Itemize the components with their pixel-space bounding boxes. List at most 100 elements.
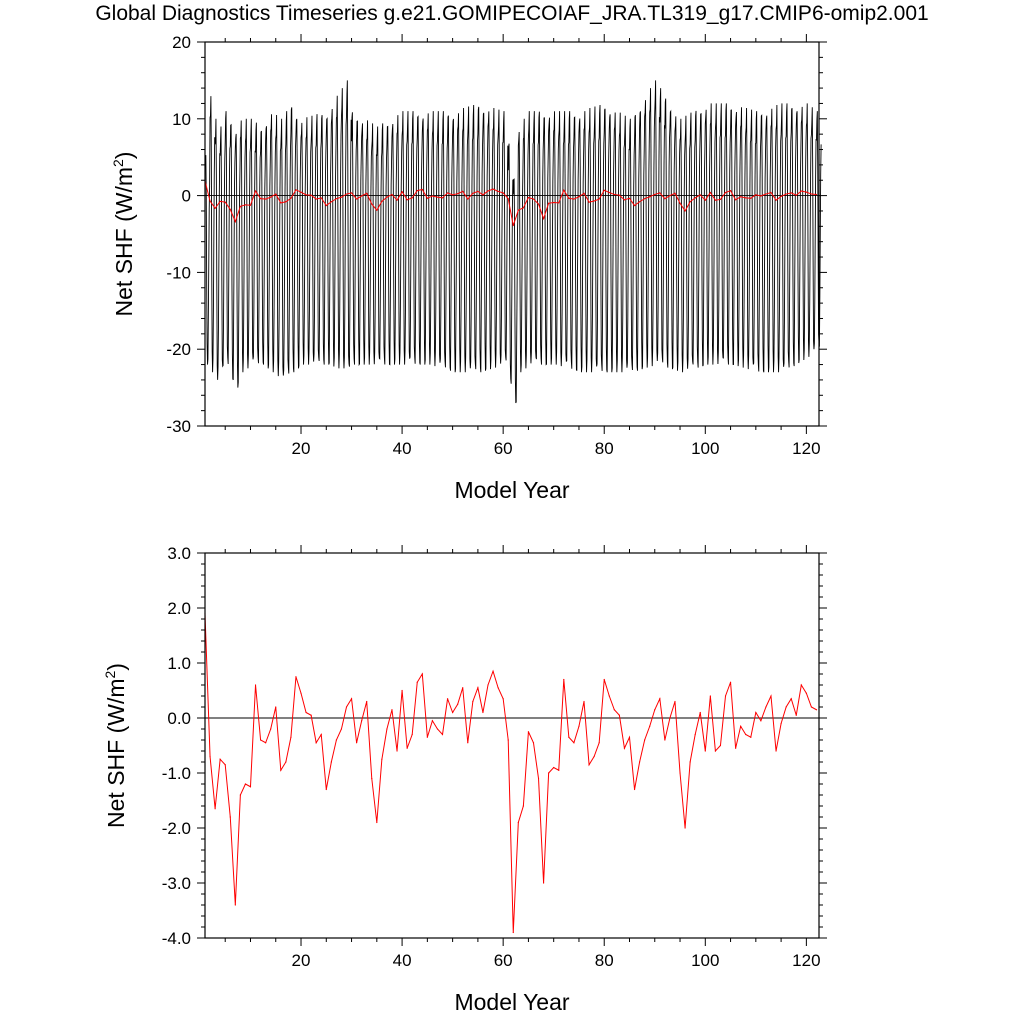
annual-mean-point xyxy=(674,700,676,703)
annual-mean-point xyxy=(270,728,272,730)
annual-mean-point xyxy=(295,676,297,678)
annual-mean-point xyxy=(568,197,570,199)
annual-mean-point xyxy=(457,703,459,705)
annual-mean-point xyxy=(775,750,777,752)
annual-mean-point xyxy=(593,200,595,202)
annual-mean-point xyxy=(532,742,535,744)
annual-mean-point xyxy=(209,755,211,758)
annual-mean-point xyxy=(219,200,221,202)
annual-mean-point xyxy=(356,198,358,200)
annual-mean-point xyxy=(805,692,807,694)
annual-mean-point xyxy=(548,772,550,774)
annual-mean-point xyxy=(755,711,757,714)
annual-mean-point xyxy=(477,687,479,689)
annual-mean-point xyxy=(431,195,434,197)
annual-mean-point xyxy=(209,200,211,202)
annual-mean-point xyxy=(608,191,610,194)
y-tick-label: -3.0 xyxy=(162,874,191,893)
annual-mean-point xyxy=(639,201,641,203)
y-axis-label-text: Net SHF (W/m xyxy=(103,678,129,828)
y-axis-label-end: ) xyxy=(103,663,129,671)
annual-mean-point xyxy=(259,739,262,741)
annual-mean-point xyxy=(285,201,287,203)
annual-mean-point xyxy=(714,750,717,752)
annual-mean-point xyxy=(401,191,403,193)
annual-mean-point xyxy=(335,198,337,200)
annual-mean-point xyxy=(755,194,757,196)
annual-mean-point xyxy=(361,720,363,722)
annual-mean-point xyxy=(315,198,317,200)
annual-mean-point xyxy=(537,203,540,205)
annual-mean-point xyxy=(512,931,514,934)
annual-mean-point xyxy=(704,750,706,752)
annual-mean-point xyxy=(472,700,474,703)
annual-mean-point xyxy=(401,689,403,692)
annual-mean-point xyxy=(300,692,302,694)
annual-mean-point xyxy=(239,794,241,796)
annual-mean-point xyxy=(740,725,742,727)
annual-mean-point xyxy=(719,198,722,201)
y-tick-label: 3.0 xyxy=(167,544,191,563)
annual-mean-point xyxy=(548,202,550,204)
x-tick-label: 20 xyxy=(292,439,311,458)
annual-mean-point xyxy=(259,198,262,200)
annual-mean-point xyxy=(416,190,418,192)
annual-mean-point xyxy=(492,188,494,190)
annual-mean-point xyxy=(689,201,691,203)
annual-mean-point xyxy=(588,201,590,203)
annual-mean-point xyxy=(704,199,706,201)
annual-mean-point xyxy=(694,733,696,736)
annual-mean-point xyxy=(553,201,555,204)
annual-mean-point xyxy=(487,190,489,192)
annual-mean-point xyxy=(740,196,742,198)
y-tick-label: -4.0 xyxy=(162,929,191,948)
annual-mean-point xyxy=(462,190,464,192)
annual-mean-point xyxy=(644,198,646,200)
annual-mean-point xyxy=(598,742,600,744)
annual-mean-point xyxy=(583,192,585,194)
annual-mean-point xyxy=(457,193,459,195)
annual-mean-point xyxy=(305,711,307,714)
annual-mean-point xyxy=(482,711,484,714)
annual-mean-point xyxy=(795,714,797,716)
annual-mean-point xyxy=(356,742,358,744)
annual-mean-point xyxy=(330,761,332,763)
annual-mean-point xyxy=(290,736,292,738)
annual-mean-point xyxy=(426,736,428,738)
annual-mean-point xyxy=(431,720,434,722)
annual-mean-point xyxy=(542,218,545,220)
annual-mean-point xyxy=(381,200,383,202)
annual-mean-point xyxy=(522,805,524,807)
x-tick-label: 100 xyxy=(691,439,719,458)
annual-mean-point xyxy=(290,197,292,199)
annual-mean-point xyxy=(669,717,671,719)
annual-mean-point xyxy=(285,761,287,763)
annual-mean-point xyxy=(497,687,499,689)
annual-mean-point xyxy=(467,198,469,200)
annual-mean-point xyxy=(270,196,272,198)
plot-frame xyxy=(204,552,820,939)
annual-mean-point xyxy=(684,210,686,212)
y-axis-label-superscript: 2 xyxy=(102,670,118,678)
annual-mean-point xyxy=(790,698,792,700)
annual-mean-point xyxy=(765,193,767,195)
annual-mean-point xyxy=(330,201,332,203)
annual-mean-point xyxy=(446,698,449,700)
annual-mean-point xyxy=(472,192,474,194)
annual-mean-point xyxy=(699,194,701,196)
x-tick-label: 120 xyxy=(792,951,820,970)
annual-mean-point xyxy=(628,197,631,199)
annual-mean-point xyxy=(750,736,752,738)
annual-mean-point xyxy=(219,758,221,760)
annual-mean-point xyxy=(613,709,615,711)
annual-mean-point xyxy=(249,786,252,788)
y-axis-label-end: ) xyxy=(111,152,137,160)
annual-mean-point xyxy=(452,711,454,714)
annual-mean-point xyxy=(770,191,772,194)
annual-mean-point xyxy=(573,742,575,744)
annual-mean-point xyxy=(654,709,656,711)
x-tick-label: 120 xyxy=(792,439,820,458)
annual-mean-point xyxy=(527,196,530,199)
x-axis-label: Model Year xyxy=(454,477,569,503)
annual-mean-point xyxy=(760,195,762,197)
